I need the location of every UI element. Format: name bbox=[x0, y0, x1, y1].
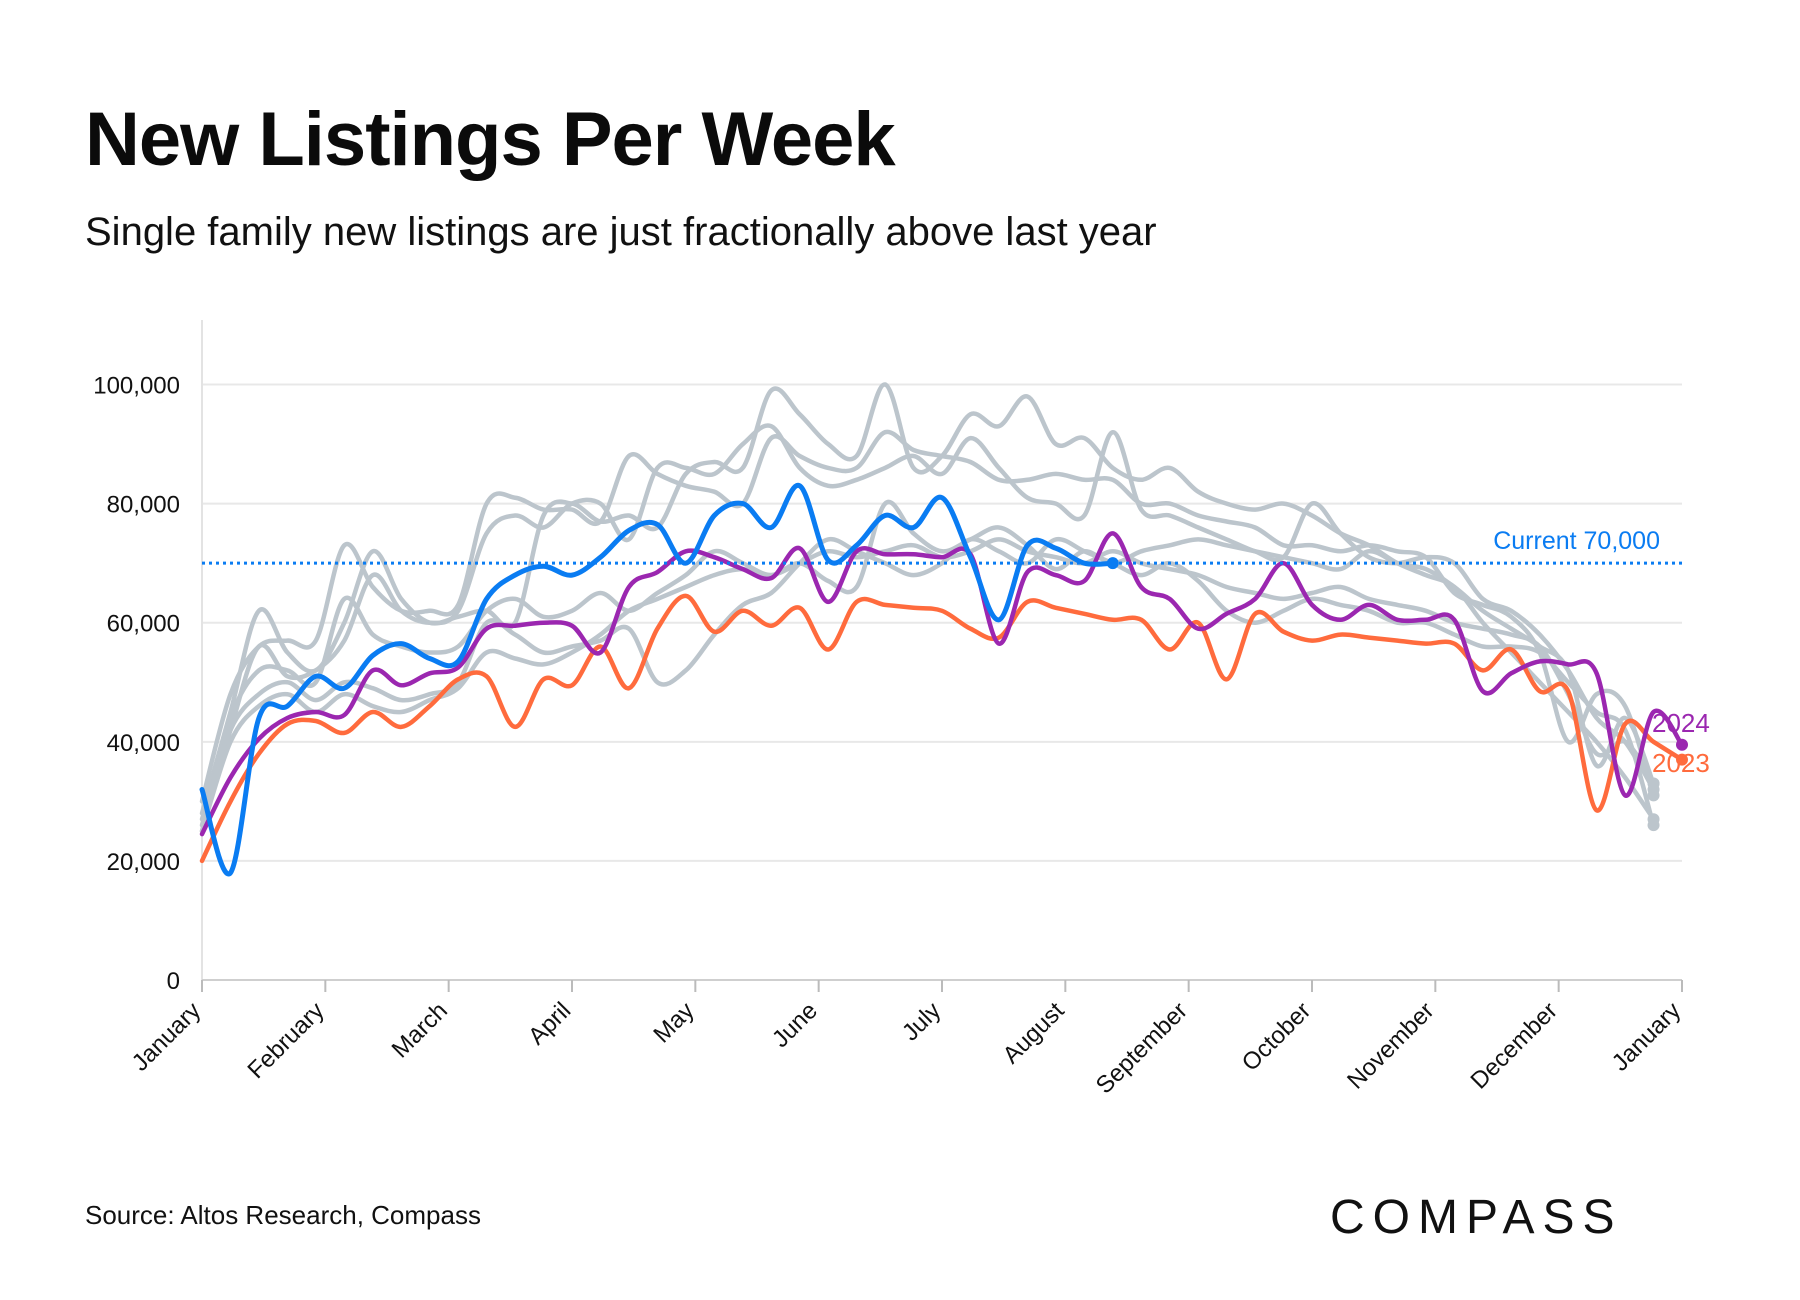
axis-layer: 0 20,000 40,000 60,000 80,000 100,000 January F… bbox=[93, 320, 1686, 1099]
end-label-2023: 2023 bbox=[1652, 748, 1710, 778]
x-tick-label: March bbox=[387, 997, 453, 1063]
series-line-history bbox=[199, 537, 1656, 834]
x-tick-label: September bbox=[1091, 997, 1193, 1099]
series-end-point-history bbox=[1647, 789, 1660, 802]
x-tick-label: June bbox=[767, 997, 823, 1053]
chart-title: New Listings Per Week bbox=[85, 97, 896, 182]
series-line-2023 bbox=[199, 593, 1685, 864]
y-tick-label: 0 bbox=[167, 968, 180, 995]
x-tick-label: August bbox=[998, 997, 1070, 1069]
series-line-history bbox=[199, 382, 1656, 822]
series-line-history bbox=[199, 429, 1656, 804]
chart-subtitle: Single family new listings are just frac… bbox=[85, 210, 1157, 254]
grid-layer bbox=[202, 383, 1682, 862]
series-line-history bbox=[199, 499, 1656, 828]
x-tick-label: July bbox=[897, 997, 946, 1046]
x-tick-label: December bbox=[1466, 997, 1563, 1094]
y-tick-label: 100,000 bbox=[93, 373, 180, 400]
series-end-point-2024 bbox=[1676, 738, 1688, 751]
series-line-2024 bbox=[199, 531, 1685, 837]
y-tick-label: 80,000 bbox=[107, 492, 180, 519]
x-tick-label: February bbox=[243, 997, 330, 1084]
series-end-point-2023 bbox=[1676, 753, 1688, 766]
y-tick-label: 20,000 bbox=[107, 849, 180, 876]
x-tick-label: April bbox=[523, 997, 576, 1050]
source-note: Source: Altos Research, Compass bbox=[85, 1200, 481, 1230]
series-end-point-history bbox=[1647, 777, 1660, 790]
series-line-history bbox=[199, 536, 1656, 828]
x-tick-label: January bbox=[1607, 997, 1686, 1076]
x-tick-label: May bbox=[648, 997, 699, 1048]
series-end-point-history bbox=[1647, 819, 1660, 832]
x-tick-label: November bbox=[1342, 997, 1439, 1094]
series-layer bbox=[199, 382, 1688, 877]
reference-line-label: Current 70,000 bbox=[1493, 527, 1660, 555]
y-tick-label: 60,000 bbox=[107, 611, 180, 638]
x-tick-label: October bbox=[1237, 997, 1316, 1076]
y-tick-label: 40,000 bbox=[107, 730, 180, 757]
compass-logo: COMPASS bbox=[1330, 1191, 1623, 1244]
x-tick-label: January bbox=[127, 997, 206, 1076]
series-line-2025 bbox=[199, 483, 1116, 877]
end-label-2024: 2024 bbox=[1652, 708, 1710, 738]
annotation-layer: Current 70,000 2024 2023 bbox=[202, 527, 1710, 778]
